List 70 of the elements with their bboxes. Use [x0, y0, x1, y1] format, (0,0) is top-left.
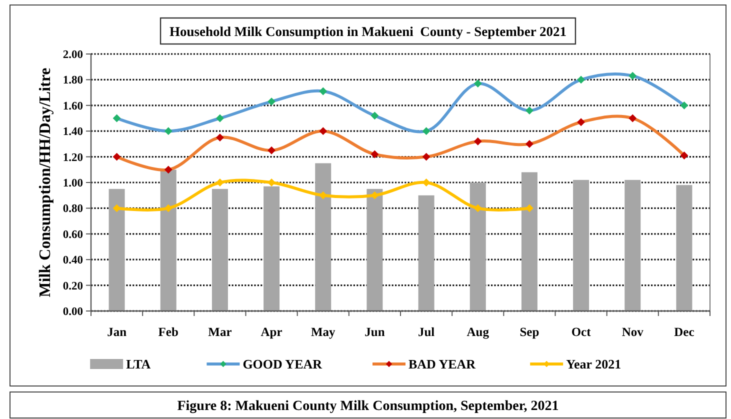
point — [112, 152, 121, 161]
point — [474, 204, 482, 212]
legend-label: GOOD YEAR — [242, 356, 323, 372]
y-tick-label: 1.20 — [62, 152, 84, 164]
bar — [521, 172, 538, 311]
y-tick-label: 1.80 — [62, 74, 84, 87]
point — [474, 80, 482, 88]
point — [474, 137, 482, 146]
point — [525, 140, 534, 148]
point — [525, 106, 534, 114]
bar — [366, 188, 383, 311]
x-tick-label: Jun — [364, 325, 385, 339]
y-tick-label: 1.40 — [62, 126, 84, 138]
legend-label: BAD YEAR — [408, 356, 476, 372]
y-tick-label: 1.00 — [62, 178, 84, 190]
point — [216, 114, 224, 122]
point — [164, 204, 172, 212]
bar — [676, 185, 692, 311]
point — [680, 152, 688, 160]
bar — [212, 188, 228, 311]
bar — [264, 186, 280, 311]
x-tick-label: Dec — [674, 325, 695, 339]
point — [319, 127, 328, 136]
bar — [573, 180, 590, 311]
x-tick-label: Oct — [571, 325, 592, 339]
point — [216, 178, 224, 186]
point — [370, 191, 379, 200]
x-tick-label: Aug — [466, 325, 490, 339]
x-tick-label: Feb — [158, 325, 178, 339]
legend-label: LTA — [126, 356, 152, 372]
point — [680, 101, 688, 110]
y-tick-label: 1.60 — [62, 100, 84, 112]
x-tick-label: Apr — [260, 325, 283, 339]
x-tick-label: Sep — [520, 325, 540, 339]
point — [577, 118, 586, 126]
legend-label: Year 2021 — [566, 356, 622, 372]
y-tick-label: 2.00 — [62, 49, 84, 62]
y-tick-label: 0.40 — [62, 254, 84, 267]
bar — [160, 170, 176, 311]
point — [112, 114, 121, 122]
bar — [624, 180, 641, 311]
point — [628, 114, 637, 122]
point — [577, 76, 586, 84]
y-tick-label: 0.80 — [62, 203, 84, 216]
point — [216, 134, 224, 142]
y-axis-title: Milk Consumption/HH/Day/Litre — [37, 68, 54, 298]
point — [370, 150, 379, 158]
point — [268, 98, 276, 106]
caption: Figure 8: Makueni County Milk Consumption, September, 2021 — [177, 399, 559, 414]
point — [319, 87, 328, 96]
bar — [418, 195, 434, 311]
x-tick-label: Mar — [208, 325, 232, 339]
bar — [470, 182, 486, 311]
point — [370, 112, 379, 120]
x-tick-label: Jan — [107, 325, 127, 339]
y-tick-label: 0.20 — [62, 280, 84, 292]
x-tick-label: May — [310, 325, 336, 339]
point — [268, 146, 276, 154]
x-tick-label: Jul — [418, 325, 436, 339]
point — [422, 127, 430, 136]
point — [164, 127, 172, 136]
y-tick-label: 0.60 — [62, 228, 84, 241]
y-tick-label: 0.00 — [62, 306, 84, 318]
x-tick-label: Nov — [622, 325, 644, 339]
bar — [315, 163, 332, 311]
point — [164, 166, 172, 174]
point — [422, 152, 430, 161]
bar — [108, 188, 125, 311]
chart-title: Household Milk Consumption in Makueni County - September 2021 — [170, 24, 567, 39]
point — [628, 72, 637, 80]
